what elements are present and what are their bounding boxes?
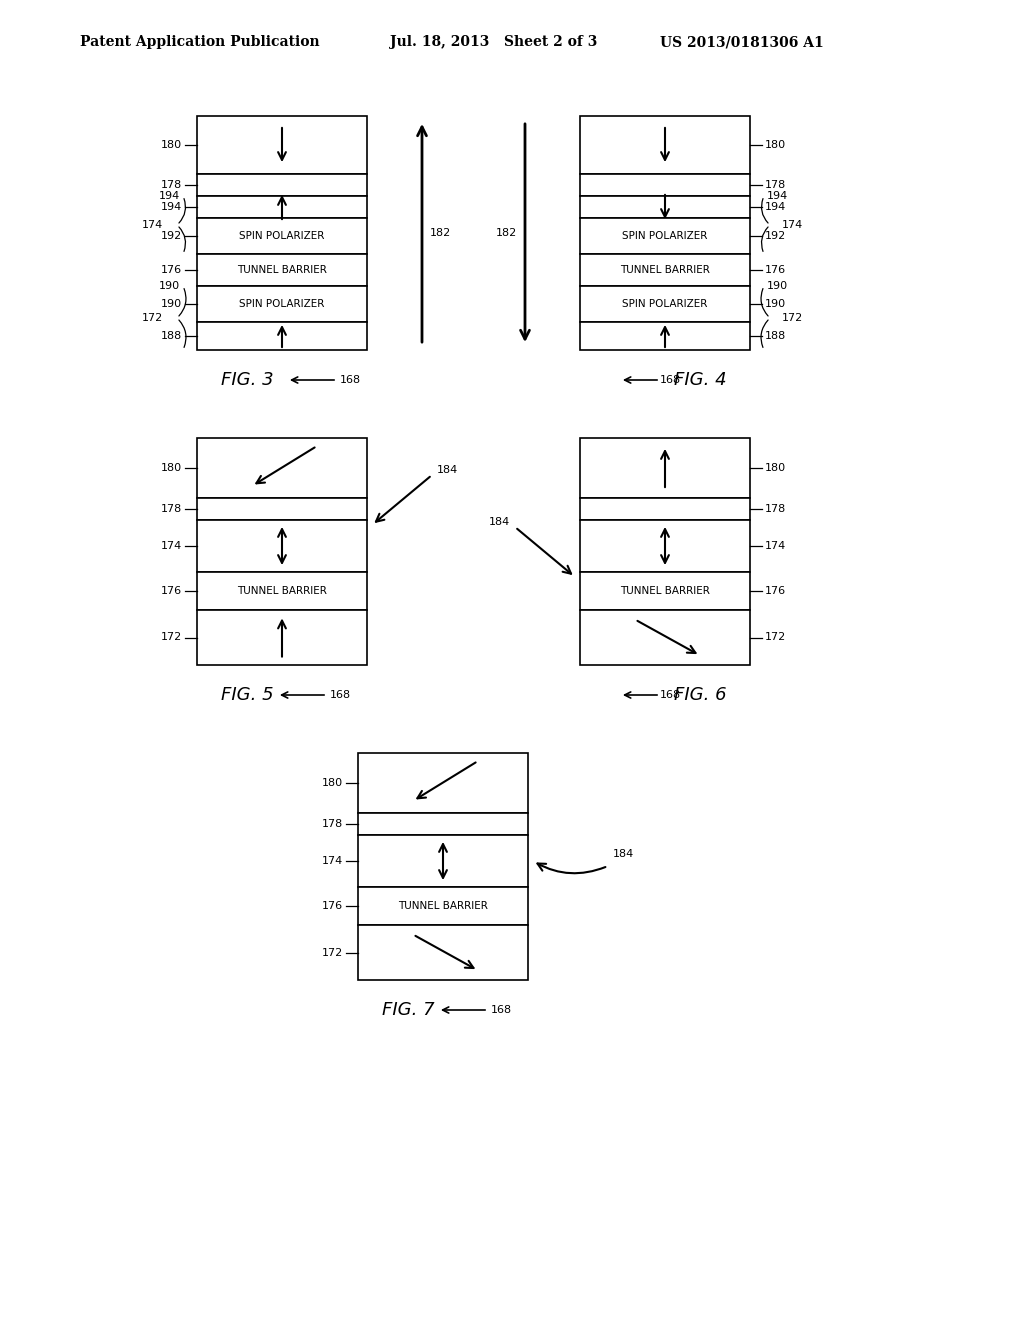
Text: 176: 176 — [765, 265, 786, 275]
Text: 180: 180 — [161, 140, 182, 150]
Text: TUNNEL BARRIER: TUNNEL BARRIER — [621, 586, 710, 597]
Text: 182: 182 — [496, 228, 517, 238]
Text: 178: 178 — [765, 504, 786, 513]
Bar — [358, 887, 528, 925]
Text: 172: 172 — [161, 632, 182, 643]
Bar — [358, 836, 528, 887]
Text: Jul. 18, 2013   Sheet 2 of 3: Jul. 18, 2013 Sheet 2 of 3 — [390, 36, 597, 49]
Text: SPIN POLARIZER: SPIN POLARIZER — [240, 300, 325, 309]
Bar — [580, 498, 750, 520]
Text: US 2013/0181306 A1: US 2013/0181306 A1 — [660, 36, 823, 49]
Text: 174: 174 — [161, 541, 182, 550]
Bar — [580, 218, 750, 253]
Text: SPIN POLARIZER: SPIN POLARIZER — [623, 231, 708, 242]
Bar — [580, 520, 750, 572]
Text: 194: 194 — [765, 202, 786, 213]
Text: 174: 174 — [765, 541, 786, 550]
Text: TUNNEL BARRIER: TUNNEL BARRIER — [238, 586, 327, 597]
Bar — [197, 116, 367, 174]
Text: Patent Application Publication: Patent Application Publication — [80, 36, 319, 49]
Text: 194: 194 — [161, 202, 182, 213]
Text: 184: 184 — [613, 849, 634, 859]
Text: 168: 168 — [660, 690, 681, 700]
Text: FIG. 6: FIG. 6 — [674, 686, 726, 704]
Bar — [580, 174, 750, 195]
Text: 192: 192 — [161, 231, 182, 242]
Text: TUNNEL BARRIER: TUNNEL BARRIER — [398, 902, 488, 911]
Bar — [197, 438, 367, 498]
Text: 180: 180 — [765, 140, 786, 150]
Text: 178: 178 — [161, 504, 182, 513]
Text: 194: 194 — [767, 191, 788, 201]
Bar — [358, 752, 528, 813]
Text: 188: 188 — [765, 331, 786, 341]
Bar — [580, 572, 750, 610]
Bar — [197, 322, 367, 350]
Text: 172: 172 — [141, 313, 163, 323]
Text: 172: 172 — [322, 948, 343, 957]
Bar — [197, 520, 367, 572]
Text: 176: 176 — [322, 902, 343, 911]
Text: SPIN POLARIZER: SPIN POLARIZER — [623, 300, 708, 309]
Text: 180: 180 — [765, 463, 786, 473]
Text: 190: 190 — [767, 281, 788, 290]
Text: 174: 174 — [782, 220, 803, 230]
Bar — [197, 286, 367, 322]
Bar — [197, 195, 367, 218]
Bar — [197, 610, 367, 665]
Text: 184: 184 — [488, 517, 510, 527]
Bar — [580, 438, 750, 498]
Bar — [580, 116, 750, 174]
Text: 174: 174 — [141, 220, 163, 230]
Text: 176: 176 — [765, 586, 786, 597]
Text: FIG. 7: FIG. 7 — [382, 1001, 434, 1019]
Bar — [580, 195, 750, 218]
Text: 168: 168 — [330, 690, 351, 700]
Text: 190: 190 — [161, 300, 182, 309]
Text: 188: 188 — [161, 331, 182, 341]
Bar — [580, 286, 750, 322]
Bar — [580, 253, 750, 286]
Bar — [358, 813, 528, 836]
Bar — [358, 925, 528, 979]
Text: 176: 176 — [161, 586, 182, 597]
Text: FIG. 4: FIG. 4 — [674, 371, 726, 389]
Text: 176: 176 — [161, 265, 182, 275]
Text: 172: 172 — [765, 632, 786, 643]
Bar — [197, 174, 367, 195]
Bar — [580, 610, 750, 665]
Text: SPIN POLARIZER: SPIN POLARIZER — [240, 231, 325, 242]
Text: 194: 194 — [159, 191, 180, 201]
Text: 168: 168 — [490, 1005, 512, 1015]
Text: 168: 168 — [340, 375, 361, 385]
Text: 180: 180 — [161, 463, 182, 473]
Text: 190: 190 — [765, 300, 786, 309]
Text: 168: 168 — [660, 375, 681, 385]
Text: TUNNEL BARRIER: TUNNEL BARRIER — [238, 265, 327, 275]
Bar — [197, 218, 367, 253]
Text: 180: 180 — [322, 777, 343, 788]
Text: 182: 182 — [430, 228, 452, 238]
Text: 172: 172 — [782, 313, 803, 323]
Bar — [580, 322, 750, 350]
Text: 184: 184 — [437, 465, 459, 475]
Text: 178: 178 — [161, 180, 182, 190]
Text: FIG. 3: FIG. 3 — [221, 371, 273, 389]
Text: FIG. 5: FIG. 5 — [221, 686, 273, 704]
Text: 178: 178 — [322, 818, 343, 829]
Text: 178: 178 — [765, 180, 786, 190]
Text: 190: 190 — [159, 281, 180, 290]
Text: 192: 192 — [765, 231, 786, 242]
Text: 174: 174 — [322, 855, 343, 866]
Bar — [197, 253, 367, 286]
Bar — [197, 498, 367, 520]
Bar — [197, 572, 367, 610]
Text: TUNNEL BARRIER: TUNNEL BARRIER — [621, 265, 710, 275]
